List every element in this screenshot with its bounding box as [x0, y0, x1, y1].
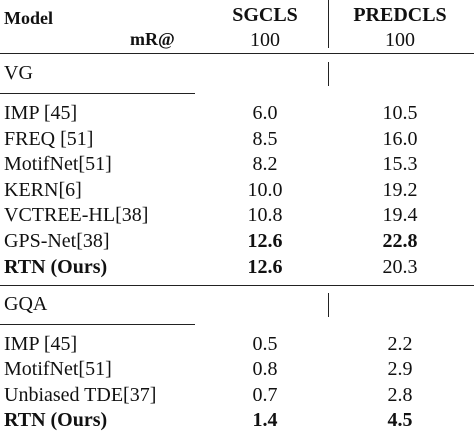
model-name: GPS-Net[38]	[4, 229, 110, 252]
score: 10.0	[247, 178, 283, 201]
model-name: IMP [45]	[4, 102, 78, 124]
metric-header: mR@	[130, 29, 175, 49]
score: 10.5	[382, 102, 418, 124]
score: 2.2	[387, 332, 413, 355]
score: 15.3	[382, 153, 418, 175]
score: 16.0	[382, 127, 418, 150]
model-name: KERN[6]	[4, 178, 82, 201]
score: 12.6	[247, 256, 283, 278]
model-name: VCTREE-HL[38]	[4, 204, 149, 226]
score: 2.8	[387, 383, 413, 406]
score: 0.8	[252, 358, 278, 380]
rule	[0, 53, 474, 55]
column-rule	[328, 62, 330, 86]
score: 1.4	[252, 409, 278, 431]
score: 8.2	[252, 153, 278, 175]
model-header: Model	[4, 8, 53, 28]
rule	[0, 284, 474, 286]
column-sub: 100	[385, 29, 415, 51]
score: 6.0	[252, 102, 278, 124]
column-sub: 100	[250, 29, 280, 51]
model-name: RTN (Ours)	[4, 256, 108, 278]
model-name: MotifNet[51]	[4, 358, 112, 380]
score: 8.5	[252, 127, 278, 150]
section-label: GQA	[4, 292, 48, 315]
score: 20.3	[382, 256, 418, 278]
model-name: IMP [45]	[4, 332, 78, 355]
score: 2.9	[387, 358, 413, 380]
column-rule	[328, 292, 330, 317]
rule	[0, 323, 195, 325]
model-name: RTN (Ours)	[4, 409, 108, 431]
score: 19.2	[382, 178, 418, 201]
section-label: VG	[4, 62, 33, 84]
score: 4.5	[387, 409, 413, 431]
score: 12.6	[247, 229, 283, 252]
model-name: MotifNet[51]	[4, 153, 112, 175]
model-name: Unbiased TDE[37]	[4, 383, 157, 406]
score: 19.4	[382, 204, 418, 226]
model-name: FREQ [51]	[4, 127, 94, 150]
column-rule	[328, 0, 330, 48]
column-header: PREDCLS	[353, 4, 447, 26]
score: 10.8	[247, 204, 283, 226]
score: 0.7	[252, 383, 278, 406]
column-header: SGCLS	[232, 4, 298, 26]
score: 22.8	[382, 229, 418, 252]
score: 0.5	[252, 332, 278, 355]
rule	[0, 93, 195, 95]
